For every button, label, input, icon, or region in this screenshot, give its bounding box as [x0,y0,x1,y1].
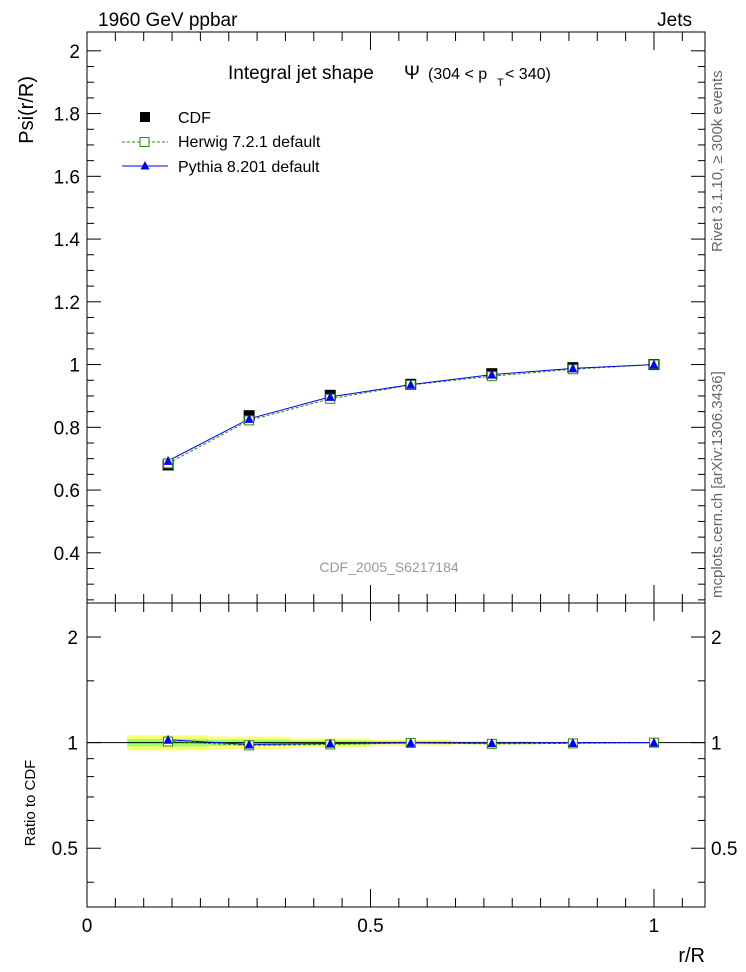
main-ytick-label: 0.6 [54,481,80,502]
ratio-panel: 0 0.5 1 0.5 0.5 1 1 2 2 Ratio to CDF r/R [22,602,737,967]
ratio-ytick-label-left: 0.5 [52,839,78,860]
ratio-ytick-label-right: 2 [711,628,722,649]
xtick-label: 1 [649,916,660,937]
pythia-point [568,363,578,373]
ratio-pythia-point [163,734,173,744]
pythia-point [244,413,254,423]
pythia-point [406,379,416,389]
header-left: 1960 GeV ppbar [98,10,238,31]
pythia-point [487,369,497,379]
pythia-point [325,391,335,401]
ratio-ytick-label-left: 1 [67,734,78,755]
analysis-watermark: CDF_2005_S6217184 [319,559,459,575]
legend-item-cdf: CDF [140,110,211,127]
ratio-ylabel: Ratio to CDF [22,760,39,847]
main-ytick-label: 1.2 [54,293,80,314]
main-ytick-label: 1 [69,356,80,377]
main-ytick-label: 1.8 [54,105,80,126]
rivet-version-label: Rivet 3.1.10, ≥ 300k events [709,70,726,252]
legend-label-cdf: CDF [178,110,211,127]
pythia-point [163,455,173,465]
legend-label-pythia: Pythia 8.201 default [178,159,320,176]
title-range-sub: T [497,77,504,89]
ratio-pythia-point [568,737,578,747]
ratio-pythia-point [649,737,659,747]
title-main: Integral jet shape [228,63,374,84]
legend-marker-herwig [139,137,150,147]
xaxis-label: r/R [678,945,705,967]
mcplots-label: mcplots.cern.ch [arXiv:1306.3436] [709,371,726,598]
main-ylabel: Psi(r/R) [16,76,38,144]
legend-label-herwig: Herwig 7.2.1 default [178,134,321,151]
chart-title: Integral jet shape Ψ (304 < p T < 340) [228,63,551,89]
legend: CDF Herwig 7.2.1 default Pythia 8.201 de… [122,110,321,176]
legend-marker-pythia [140,161,150,170]
main-panel: 0.4 0.6 0.8 1 1.2 1.4 1.6 1.8 2 Psi(r/R) CDF_200… [16,31,706,604]
ratio-pythia-point [406,737,416,747]
main-series [162,359,660,471]
title-range-pre: (304 < p [428,66,487,83]
main-ytick-label: 0.8 [54,418,80,439]
xtick-label: 0 [82,916,93,937]
main-ytick-label: 1.4 [54,230,81,251]
main-ytick-label: 1.6 [54,167,80,188]
header-right: Jets [657,10,692,31]
legend-item-herwig: Herwig 7.2.1 default [122,134,321,151]
title-range-post: < 340) [505,66,551,83]
ratio-pythia-point [325,738,335,748]
ratio-series [163,734,659,751]
main-ytick-label: 2 [69,42,80,63]
pythia-point [649,359,659,369]
legend-marker-cdf [140,112,150,122]
ratio-pythia-point [244,739,254,749]
ratio-ytick-label-left: 2 [67,628,78,649]
legend-item-pythia: Pythia 8.201 default [122,159,320,176]
xtick-label: 0.5 [357,916,383,937]
ratio-ticks: 0 0.5 1 0.5 0.5 1 1 2 2 [52,603,737,937]
main-ytick-label: 0.4 [54,544,81,565]
ratio-frame [86,602,706,908]
ratio-ytick-label-right: 0.5 [711,839,737,860]
ratio-pythia-point [487,738,497,748]
ratio-ytick-label-right: 1 [711,734,722,755]
main-ticks: 0.4 0.6 0.8 1 1.2 1.4 1.6 1.8 2 [54,32,705,603]
title-psi-symbol: Ψ [404,63,420,84]
